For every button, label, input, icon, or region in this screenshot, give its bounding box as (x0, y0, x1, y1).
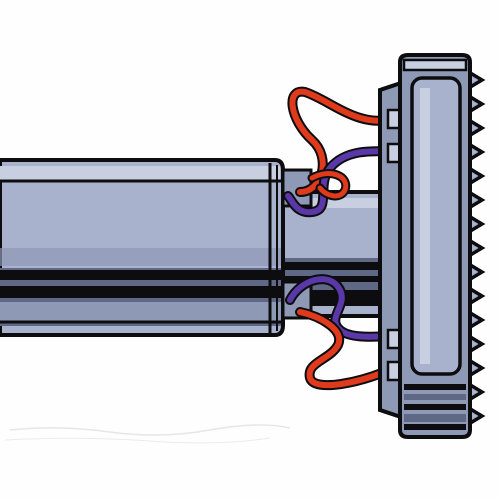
toothed-head (378, 53, 486, 439)
ground-sketch-marks (4, 424, 291, 444)
disc-face (410, 76, 462, 376)
wires (283, 86, 403, 391)
main-cylinder (0, 158, 285, 337)
cylinder-top-band (0, 166, 280, 180)
